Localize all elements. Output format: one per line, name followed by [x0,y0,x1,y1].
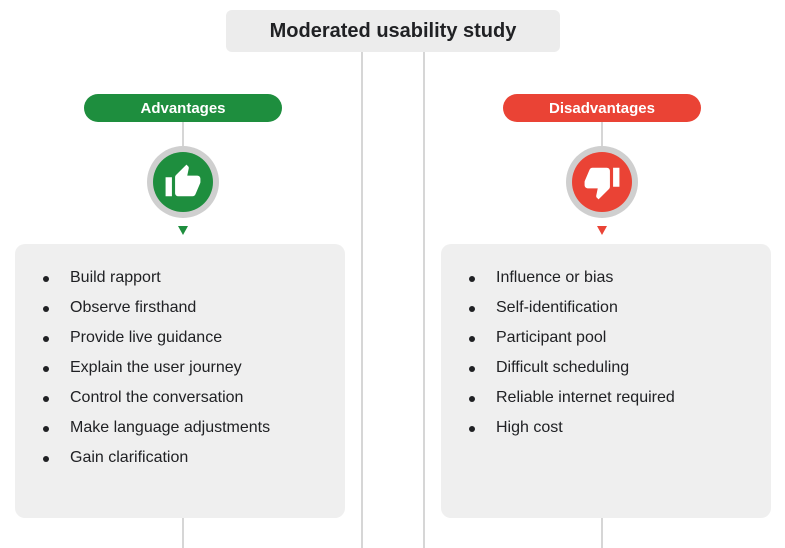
bullet-icon [43,426,49,432]
advantages-icon-badge [147,146,219,218]
list-item-text: High cost [496,419,563,436]
advantages-list: Build rapport Observe firsthand Provide … [15,266,345,476]
disadvantages-icon-badge [566,146,638,218]
thumbs-up-icon [165,164,201,197]
bullet-icon [469,306,475,312]
bullet-icon [469,426,475,432]
bullet-icon [43,336,49,342]
advantages-label: Advantages [84,94,282,122]
list-item: Build rapport [15,266,345,296]
thumbs-down-icon [584,167,620,200]
list-item-text: Participant pool [496,329,607,346]
list-item: Self-identification [441,296,771,326]
list-item: Reliable internet required [441,386,771,416]
advantages-pointer [178,226,188,235]
advantages-icon-fill [153,152,213,212]
list-item-text: Difficult scheduling [496,359,630,376]
bullet-icon [469,396,475,402]
bullet-icon [469,366,475,372]
disadvantages-list: Influence or bias Self-identification Pa… [441,266,771,446]
disadvantages-pointer [597,226,607,235]
list-item-text: Reliable internet required [496,389,675,406]
bullet-icon [43,396,49,402]
list-item-text: Explain the user journey [70,359,242,376]
list-item-text: Make language adjustments [70,419,271,436]
bullet-icon [469,276,475,282]
bullet-icon [43,456,49,462]
list-item: Influence or bias [441,266,771,296]
bullet-icon [43,306,49,312]
list-item-text: Self-identification [496,299,618,316]
list-item: Control the conversation [15,386,345,416]
bullet-icon [43,366,49,372]
list-item: Explain the user journey [15,356,345,386]
disadvantages-icon-fill [572,152,632,212]
list-item: Observe firsthand [15,296,345,326]
list-item-text: Control the conversation [70,389,244,406]
list-item-text: Observe firsthand [70,299,197,316]
list-item: Gain clarification [15,446,345,476]
list-item: Participant pool [441,326,771,356]
bullet-icon [43,276,49,282]
list-item-text: Influence or bias [496,269,614,286]
list-item: Difficult scheduling [441,356,771,386]
list-item-text: Build rapport [70,269,161,286]
disadvantages-panel: Influence or bias Self-identification Pa… [441,244,771,518]
diagram-title: Moderated usability study [226,10,560,52]
list-item: High cost [441,416,771,446]
bullet-icon [469,336,475,342]
disadvantages-label: Disadvantages [503,94,701,122]
list-item: Make language adjustments [15,416,345,446]
advantages-panel: Build rapport Observe firsthand Provide … [15,244,345,518]
list-item: Provide live guidance [15,326,345,356]
list-item-text: Gain clarification [70,449,189,466]
list-item-text: Provide live guidance [70,329,223,346]
